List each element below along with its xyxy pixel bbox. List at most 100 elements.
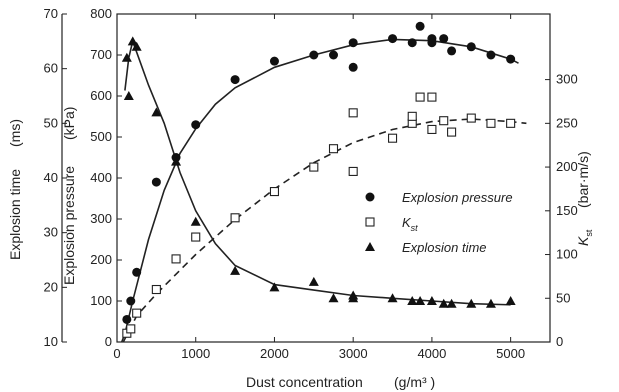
- pressure-point: [348, 38, 358, 48]
- pressure-point: [132, 267, 142, 277]
- time-tick-label: 10: [44, 334, 58, 349]
- time-axis-unit: (ms): [7, 119, 23, 147]
- kst-point: [427, 124, 437, 135]
- pressure-axis-label: Explosion pressure: [61, 166, 77, 285]
- time-point: [328, 293, 339, 303]
- legend-marker-kst: [365, 217, 375, 227]
- kst-tick-label: 200: [556, 159, 578, 174]
- x-axis-label: Dust concentration: [246, 374, 363, 390]
- time-point: [387, 293, 398, 303]
- kst-tick-label: 100: [556, 247, 578, 262]
- legend-marker-pressure: [365, 192, 375, 202]
- time-tick-label: 20: [44, 279, 58, 294]
- pressure-point: [388, 34, 398, 44]
- kst-point: [328, 144, 339, 154]
- pressure-point: [269, 56, 279, 66]
- pressure-tick-label: 500: [90, 129, 112, 144]
- kst-tick-label: 0: [556, 334, 563, 349]
- time-point: [446, 298, 457, 308]
- kst-tick-label: 50: [556, 290, 570, 305]
- x-axis: 0 1000 2000 3000 4000 5000: [113, 14, 525, 361]
- time-tick-label: 30: [44, 225, 58, 240]
- kst-tick-label: 150: [556, 203, 578, 218]
- kst-point: [439, 116, 449, 126]
- time-point: [415, 296, 426, 305]
- kst-axis-label-main: K: [575, 236, 591, 246]
- pressure-point: [151, 177, 161, 187]
- kst-point: [230, 213, 240, 223]
- kst-point: [506, 118, 516, 128]
- pressure-point: [427, 38, 437, 48]
- kst-point: [447, 127, 457, 137]
- time-point: [426, 296, 437, 305]
- time-point: [121, 52, 132, 62]
- legend-label-kst: Kst: [402, 215, 418, 233]
- pressure-point: [126, 296, 136, 306]
- time-axis-label: Explosion time: [7, 169, 23, 260]
- kst-point: [427, 92, 437, 102]
- time-point: [407, 296, 418, 305]
- pressure-point: [230, 75, 240, 85]
- pressure-point: [486, 50, 496, 60]
- legend-label-pressure: Explosion pressure: [402, 190, 513, 205]
- kst-point: [132, 308, 142, 318]
- pressure-point: [309, 50, 319, 60]
- time-fit-line: [124, 38, 511, 306]
- time-point: [485, 298, 496, 308]
- time-axis: 10 20 30 40 50 60 70: [44, 6, 67, 349]
- x-tick-label: 3000: [339, 346, 368, 361]
- pressure-point: [122, 314, 132, 324]
- kst-point: [415, 92, 425, 102]
- legend-label-time: Explosion time: [402, 240, 487, 255]
- time-point: [230, 265, 241, 275]
- legend-marker-time: [365, 242, 375, 251]
- x-tick-label: 4000: [417, 346, 446, 361]
- pressure-tick-label: 800: [90, 6, 112, 21]
- time-point: [466, 298, 477, 308]
- pressure-point: [191, 120, 201, 130]
- x-axis-unit: (g/m³ ): [394, 374, 435, 390]
- legend-label-sub: st: [411, 223, 419, 233]
- kst-axis: 0 50 100 150 200 250 300: [545, 72, 578, 349]
- kst-point: [171, 254, 181, 264]
- time-tick-label: 70: [44, 6, 58, 21]
- kst-point: [126, 324, 136, 334]
- x-tick-label: 2000: [260, 346, 289, 361]
- pressure-point: [415, 21, 425, 31]
- pressure-tick-label: 600: [90, 88, 112, 103]
- pressure-point: [348, 62, 358, 72]
- pressure-point: [506, 54, 516, 64]
- time-point: [171, 156, 182, 166]
- kst-axis-label-sub: st: [584, 229, 594, 237]
- kst-point: [269, 187, 280, 197]
- data-points: [121, 21, 516, 338]
- pressure-tick-label: 700: [90, 47, 112, 62]
- time-tick-label: 60: [44, 61, 58, 76]
- kst-tick-label: 250: [556, 115, 578, 130]
- pressure-point: [329, 50, 338, 60]
- x-tick-label: 0: [113, 346, 120, 361]
- pressure-point: [447, 46, 457, 56]
- time-point: [269, 282, 280, 292]
- time-point: [127, 36, 138, 46]
- time-point: [438, 298, 449, 308]
- kst-fit-line: [122, 118, 527, 343]
- kst-tick-label: 300: [556, 72, 578, 87]
- pressure-tick-label: 400: [90, 170, 112, 185]
- time-point: [505, 296, 516, 305]
- pressure-axis-unit: (kPa): [61, 107, 77, 140]
- kst-axis-unit: (bar·m/s): [575, 151, 591, 208]
- legend: Explosion pressure Kst Explosion time: [365, 190, 513, 255]
- pressure-axis: 0 100 200 300 400 500 600 700 800: [90, 6, 122, 349]
- kst-point: [348, 108, 358, 118]
- x-tick-label: 5000: [496, 346, 525, 361]
- pressure-tick-label: 200: [90, 252, 112, 267]
- x-tick-label: 1000: [181, 346, 210, 361]
- time-point: [151, 107, 162, 117]
- pressure-tick-label: 300: [90, 211, 112, 226]
- pressure-point: [439, 34, 449, 44]
- time-point: [131, 41, 142, 51]
- time-point: [308, 276, 319, 286]
- kst-axis-label: Kst: [575, 229, 594, 246]
